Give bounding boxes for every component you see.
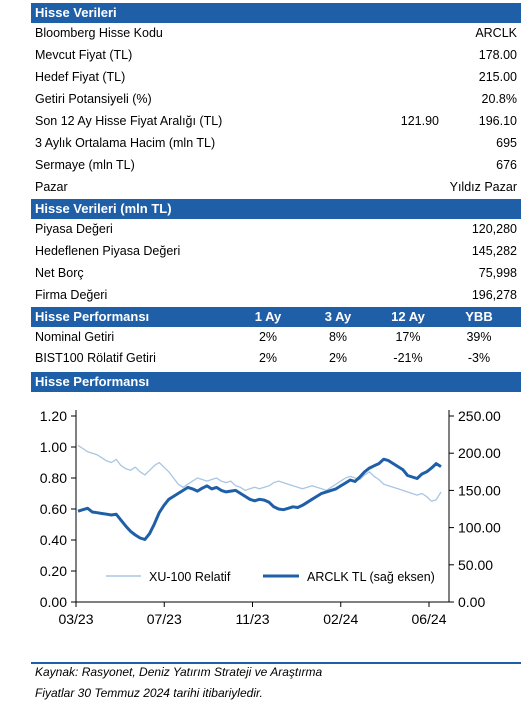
right-tick-label: 100.00: [458, 520, 501, 536]
xu100-relative-line: [77, 444, 442, 502]
performance-table-title: Hisse Performansı: [35, 309, 150, 324]
data-row: Getiri Potansiyeli (%) 20.8%: [31, 89, 521, 111]
row-label: 3 Aylık Ortalama Hacim (mln TL): [35, 136, 216, 150]
data-row: Mevcut Fiyat (TL) 178.00: [31, 45, 521, 67]
perf-row-nominal: Nominal Getiri 2% 8% 17% 39%: [31, 327, 521, 348]
left-tick-label: 0.60: [40, 501, 67, 517]
source-note: Kaynak: Rasyonet, Deniz Yatırım Strateji…: [35, 662, 322, 704]
legend-label-arclk: ARCLK TL (sağ eksen): [307, 570, 435, 584]
perf-cell: 39%: [466, 330, 492, 344]
row-value: 145,282: [471, 244, 517, 258]
row-value: 75,998: [478, 266, 517, 280]
perf-cell: 17%: [395, 330, 421, 344]
row-value: Yıldız Pazar: [449, 180, 517, 194]
right-tick-label: 250.00: [458, 408, 501, 424]
performance-chart: 0.00 0.20 0.40 0.60 0.80 1.00 1.20 0.00 50.00 100…: [40, 408, 501, 627]
data-row: Pazar Yıldız Pazar: [31, 177, 521, 199]
row-value: 196.10: [478, 114, 517, 128]
left-tick-label: 1.20: [40, 408, 67, 424]
legend-label-xu100: XU-100 Relatif: [149, 570, 231, 584]
perf-row-label: Nominal Getiri: [35, 330, 115, 344]
row-label: Net Borç: [35, 266, 84, 280]
data-row: Hedeflenen Piyasa Değeri 145,282: [31, 241, 521, 263]
x-tick-label: 11/23: [236, 611, 270, 627]
col-header-3m: 3 Ay: [324, 309, 352, 324]
col-header-1m: 1 Ay: [254, 309, 282, 324]
row-value: 695: [496, 136, 517, 150]
perf-cell: -3%: [467, 351, 491, 365]
left-tick-label: 0.80: [40, 470, 67, 486]
row-label: Son 12 Ay Hisse Fiyat Aralığı (TL): [35, 114, 223, 128]
data-row: Net Borç 75,998: [31, 263, 521, 285]
data-row: Piyasa Değeri 120,280: [31, 219, 521, 241]
row-label: Mevcut Fiyat (TL): [35, 48, 133, 62]
data-row: Sermaye (mln TL) 676: [31, 155, 521, 177]
x-tick-label: 06/24: [411, 611, 446, 627]
row-value: 215.00: [478, 70, 517, 84]
perf-row-relative: BIST100 Rölatif Getiri 2% 2% -21% -3%: [31, 348, 521, 372]
row-label: Sermaye (mln TL): [35, 158, 135, 172]
arclk-price-line: [77, 457, 442, 541]
section-header-stock-data-mln: Hisse Verileri (mln TL): [31, 199, 521, 219]
right-tick-label: 0.00: [458, 594, 485, 610]
x-tick-label: 07/23: [147, 611, 182, 627]
perf-cell: 2%: [328, 351, 348, 365]
row-label: Hedef Fiyat (TL): [35, 70, 126, 84]
row-value: 196,278: [471, 288, 517, 302]
x-tick-label: 02/24: [323, 611, 358, 627]
row-label: Hedeflenen Piyasa Değeri: [35, 244, 181, 258]
chart-container: 0.00 0.20 0.40 0.60 0.80 1.00 1.20 0.00 50.00 100…: [31, 392, 521, 664]
row-value: 120,280: [471, 222, 517, 236]
data-row: Son 12 Ay Hisse Fiyat Aralığı (TL) 121.90…: [31, 111, 521, 133]
row-label: Pazar: [35, 180, 68, 194]
row-label: Getiri Potansiyeli (%): [35, 92, 152, 106]
right-tick-label: 50.00: [458, 557, 493, 573]
perf-cell: 8%: [328, 330, 348, 344]
left-tick-label: 1.00: [40, 439, 67, 455]
section-header-performance-table: Hisse Performansı 1 Ay 3 Ay 12 Ay YBB: [31, 307, 521, 327]
left-tick-label: 0.20: [40, 563, 67, 579]
perf-row-label: BIST100 Rölatif Getiri: [35, 351, 156, 365]
date-line: Fiyatlar 30 Temmuz 2024 tarihi itibariyl…: [35, 686, 263, 700]
row-value: ARCLK: [475, 26, 517, 40]
row-label: Bloomberg Hisse Kodu: [35, 26, 163, 40]
report-table: Hisse Verileri Bloomberg Hisse Kodu ARCLK…: [31, 3, 521, 664]
row-low-value: 121.90: [400, 114, 439, 128]
col-header-12m: 12 Ay: [391, 309, 425, 324]
right-tick-label: 150.00: [458, 482, 501, 498]
data-row: 3 Aylık Ortalama Hacim (mln TL) 695: [31, 133, 521, 155]
left-tick-label: 0.00: [40, 594, 67, 610]
data-row: Hedef Fiyat (TL) 215.00: [31, 67, 521, 89]
right-tick-label: 200.00: [458, 445, 501, 461]
perf-cell: 2%: [258, 351, 278, 365]
data-row: Firma Değeri 196,278: [31, 285, 521, 307]
section-header-stock-data: Hisse Verileri: [31, 3, 521, 23]
section-header-performance-chart: Hisse Performansı: [31, 372, 521, 392]
row-value: 676: [496, 158, 517, 172]
row-label: Firma Değeri: [35, 288, 108, 302]
col-header-ytd: YBB: [465, 309, 493, 324]
x-tick-label: 03/23: [58, 611, 93, 627]
row-label: Piyasa Değeri: [35, 222, 113, 236]
perf-cell: -21%: [393, 351, 423, 365]
row-value: 178.00: [478, 48, 517, 62]
perf-cell: 2%: [258, 330, 278, 344]
row-value: 20.8%: [481, 92, 517, 106]
data-row: Bloomberg Hisse Kodu ARCLK: [31, 23, 521, 45]
left-tick-label: 0.40: [40, 532, 67, 548]
source-line: Kaynak: Rasyonet, Deniz Yatırım Strateji…: [35, 665, 323, 679]
